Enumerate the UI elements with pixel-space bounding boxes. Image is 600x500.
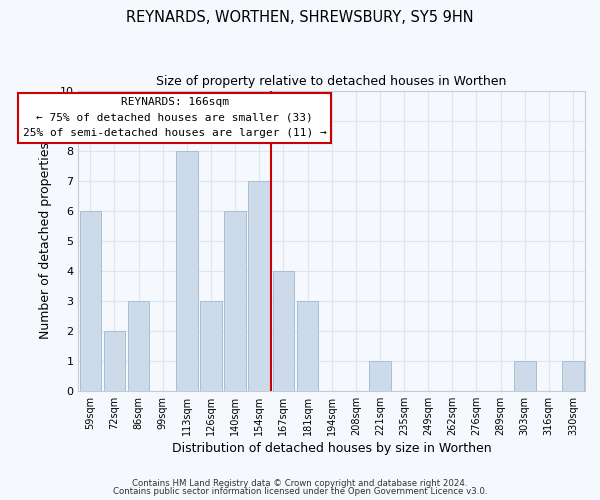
Bar	[296, 300, 319, 391]
Bar	[248, 180, 270, 391]
Y-axis label: Number of detached properties: Number of detached properties	[40, 142, 52, 339]
Text: REYNARDS: 166sqm
← 75% of detached houses are smaller (33)
25% of semi-detached : REYNARDS: 166sqm ← 75% of detached house…	[23, 97, 326, 138]
Bar	[224, 210, 246, 391]
Text: Contains public sector information licensed under the Open Government Licence v3: Contains public sector information licen…	[113, 487, 487, 496]
Bar	[128, 300, 149, 391]
Bar	[272, 270, 294, 391]
X-axis label: Distribution of detached houses by size in Worthen: Distribution of detached houses by size …	[172, 442, 491, 455]
Bar	[200, 300, 222, 391]
Bar	[369, 361, 391, 391]
Bar	[562, 361, 584, 391]
Bar	[80, 210, 101, 391]
Text: Contains HM Land Registry data © Crown copyright and database right 2024.: Contains HM Land Registry data © Crown c…	[132, 478, 468, 488]
Bar	[176, 150, 198, 391]
Text: REYNARDS, WORTHEN, SHREWSBURY, SY5 9HN: REYNARDS, WORTHEN, SHREWSBURY, SY5 9HN	[126, 10, 474, 25]
Bar	[514, 361, 536, 391]
Bar	[104, 331, 125, 391]
Title: Size of property relative to detached houses in Worthen: Size of property relative to detached ho…	[157, 75, 507, 88]
